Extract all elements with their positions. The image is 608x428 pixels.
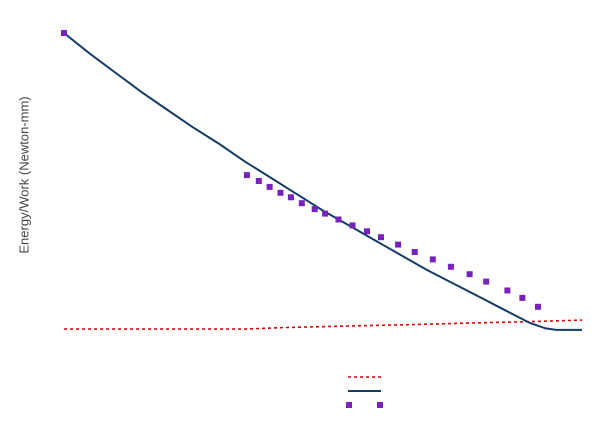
y-axis-label: Energy/Work (Newton-mm) xyxy=(16,96,31,253)
legend-key-series-3 xyxy=(346,402,352,408)
series-3-point xyxy=(447,263,454,270)
series-3-point xyxy=(349,222,356,229)
series-3-point xyxy=(255,178,262,184)
legend-key-series-3 xyxy=(377,402,383,408)
series-3-point xyxy=(266,183,273,190)
series-3-point xyxy=(429,256,436,263)
series-3-point xyxy=(298,200,305,207)
series-3-point xyxy=(466,271,473,278)
series-3-point xyxy=(311,206,318,213)
plot-area xyxy=(61,30,583,331)
legend xyxy=(346,376,383,408)
series-2-line xyxy=(63,32,582,331)
series-3-point xyxy=(483,278,490,285)
series-3-point xyxy=(535,303,541,310)
series-3-point xyxy=(395,241,402,248)
series-3-point xyxy=(364,228,370,235)
series-3-point xyxy=(287,194,294,201)
series-3-point xyxy=(504,287,511,294)
series-3-point xyxy=(243,172,250,179)
series-3-point xyxy=(519,294,526,301)
series-3-point xyxy=(335,216,342,223)
series-3-point xyxy=(277,189,284,196)
series-3-point xyxy=(61,30,67,36)
series-3-point xyxy=(322,210,329,217)
series-1-line xyxy=(64,319,583,330)
series-3-point xyxy=(411,249,418,255)
series-3-point xyxy=(378,234,384,241)
